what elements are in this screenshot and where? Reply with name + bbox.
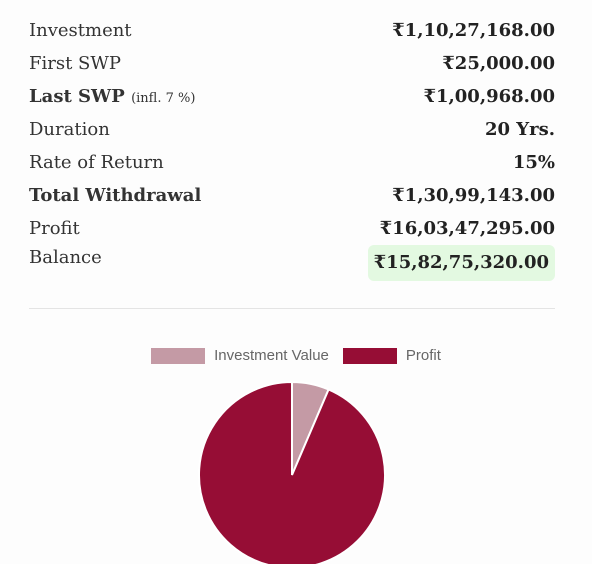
duration-row: Duration 20 Yrs. <box>29 113 555 146</box>
investment-row: Investment ₹1,10,27,168.00 <box>29 14 555 47</box>
balance-row: Balance ₹15,82,75,320.00 <box>29 245 555 295</box>
legend-item-investment-value[interactable]: Investment Value <box>151 347 329 364</box>
profit-value: ₹16,03,47,295.00 <box>379 218 555 239</box>
rate-of-return-label: Rate of Return <box>29 152 164 173</box>
last-swp-value: ₹1,00,968.00 <box>423 86 555 107</box>
investment-value: ₹1,10,27,168.00 <box>392 20 555 41</box>
balance-value: ₹15,82,75,320.00 <box>367 245 555 281</box>
pie-slice-investment-value[interactable] <box>291 380 330 476</box>
investment-label: Investment <box>29 20 132 41</box>
profit-label: Profit <box>29 218 80 239</box>
total-withdrawal-value: ₹1,30,99,143.00 <box>392 185 555 206</box>
duration-label: Duration <box>29 119 110 140</box>
legend-label-investment-value: Investment Value <box>214 347 329 364</box>
rate-of-return-value: 15% <box>512 152 555 173</box>
divider <box>29 308 555 309</box>
last-swp-inflation-note: (infl. 7 %) <box>131 91 196 106</box>
swp-summary: Investment ₹1,10,27,168.00 First SWP ₹25… <box>29 14 555 295</box>
duration-value: 20 Yrs. <box>484 119 555 140</box>
legend-swatch-investment-value <box>151 347 206 364</box>
last-swp-label-group: Last SWP (infl. 7 %) <box>29 86 195 107</box>
total-withdrawal-row: Total Withdrawal ₹1,30,99,143.00 <box>29 179 555 212</box>
chart-legend: Investment Value Profit <box>0 347 592 364</box>
last-swp-label: Last SWP <box>29 86 125 107</box>
first-swp-value: ₹25,000.00 <box>442 53 555 74</box>
legend-label-profit: Profit <box>405 347 441 364</box>
first-swp-label: First SWP <box>29 53 121 74</box>
legend-item-profit[interactable]: Profit <box>342 347 441 364</box>
rate-of-return-row: Rate of Return 15% <box>29 146 555 179</box>
total-withdrawal-label: Total Withdrawal <box>29 185 202 206</box>
profit-row: Profit ₹16,03,47,295.00 <box>29 212 555 245</box>
legend-swatch-profit <box>342 347 397 364</box>
balance-label: Balance <box>29 247 102 268</box>
pie-slice-profit[interactable] <box>198 380 386 564</box>
last-swp-row: Last SWP (infl. 7 %) ₹1,00,968.00 <box>29 80 555 113</box>
first-swp-row: First SWP ₹25,000.00 <box>29 47 555 80</box>
